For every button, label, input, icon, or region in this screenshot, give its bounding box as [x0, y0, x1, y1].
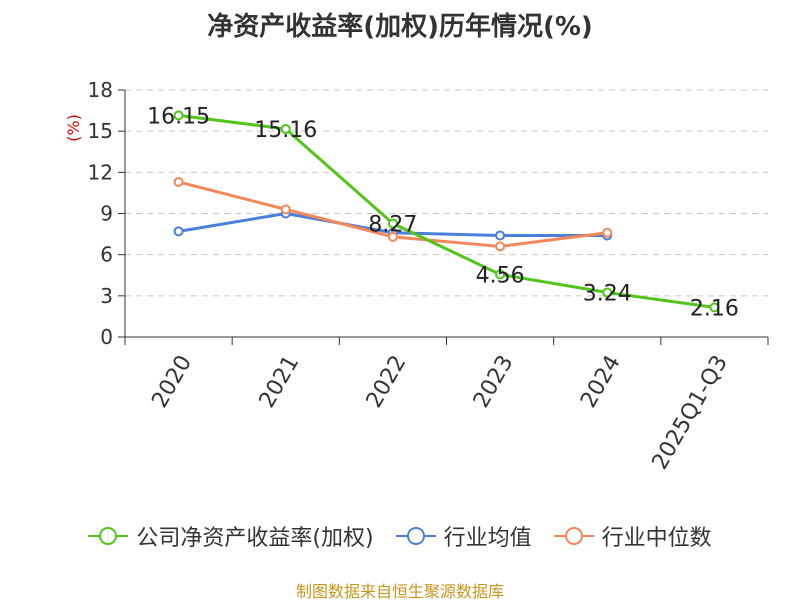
data-label: 2.16	[690, 296, 739, 321]
y-tick-label: 6	[100, 243, 113, 267]
legend-label-company: 公司净资产收益率(加权)	[136, 526, 374, 551]
x-tick-label: 2023	[469, 351, 519, 412]
data-point	[173, 110, 184, 121]
data-label: 8.27	[368, 213, 417, 238]
legend-label-industry-mean: 行业均值	[443, 526, 532, 551]
data-label: 15.16	[254, 118, 317, 143]
legend-swatch-industry-median	[553, 527, 594, 545]
y-tick-label: 9	[100, 202, 113, 226]
data-point	[173, 226, 184, 237]
legend-swatch-marker	[99, 527, 118, 545]
data-point	[602, 287, 613, 298]
y-tick-label: 12	[88, 160, 113, 184]
data-label: 16.15	[147, 104, 210, 129]
legend-item-company[interactable]: 公司净资产收益率(加权)	[88, 520, 374, 552]
chart-title: 净资产收益率(加权)历年情况(%)	[207, 12, 593, 42]
legend-swatch-marker	[406, 527, 425, 545]
x-tick-label: 2021	[255, 351, 305, 412]
data-point	[387, 231, 398, 242]
y-tick-label: 0	[100, 325, 113, 349]
legend: 公司净资产收益率(加权) 行业均值 行业中位数	[0, 520, 800, 552]
data-point	[280, 204, 291, 215]
y-tick-label: 3	[100, 284, 113, 308]
x-tick-label: 2022	[362, 351, 412, 412]
x-tick-label: 2024	[576, 351, 626, 412]
series-line-0	[178, 113, 715, 309]
data-point	[495, 230, 506, 241]
data-point	[495, 241, 506, 252]
data-point	[280, 123, 291, 134]
data-point	[387, 218, 398, 229]
data-label: 3.24	[583, 282, 632, 307]
data-point	[495, 269, 506, 280]
data-point	[602, 227, 613, 238]
x-tick-label: 2020	[147, 351, 197, 412]
data-source-note: 制图数据来自恒生聚源数据库	[295, 582, 504, 601]
x-tick-label: 2025Q1-Q3	[648, 351, 733, 474]
y-tick-label: 15	[88, 119, 113, 143]
legend-item-industry-mean[interactable]: 行业均值	[395, 520, 532, 552]
data-label: 4.56	[476, 263, 525, 288]
y-tick-label: 18	[88, 78, 113, 102]
legend-label-industry-median: 行业中位数	[601, 526, 712, 551]
legend-swatch-company	[88, 527, 129, 545]
data-point	[709, 302, 720, 313]
legend-swatch-industry-mean	[395, 527, 436, 545]
legend-swatch-marker	[564, 527, 583, 545]
data-point	[173, 176, 184, 187]
legend-item-industry-median[interactable]: 行业中位数	[553, 520, 712, 552]
